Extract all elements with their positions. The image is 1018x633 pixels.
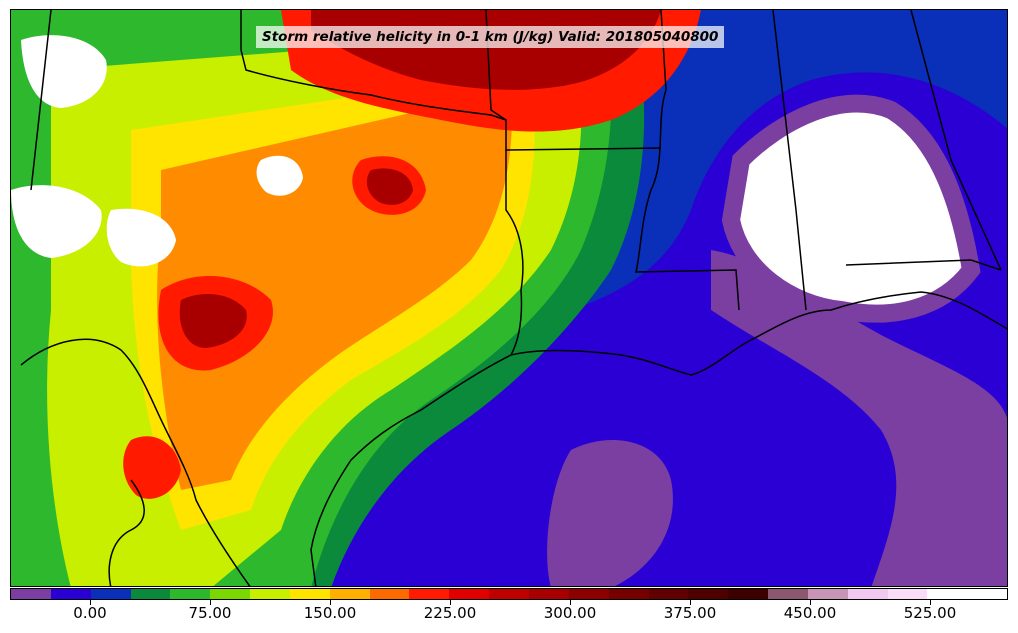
colorbar-ticks [10, 600, 1008, 606]
colorbar-tick [570, 600, 571, 605]
state-border-louisiana-mississippi [635, 10, 740, 311]
colorbar-segment [130, 589, 171, 599]
state-border-alabama-georgia [910, 10, 1002, 271]
colorbar-tick-label: 75.00 [188, 604, 232, 622]
boundary-lines [20, 10, 1007, 586]
colorbar-segment [369, 589, 410, 599]
colorbar-segment [289, 589, 330, 599]
state-border-alabama-florida [845, 259, 1002, 271]
state-border-texas-louisiana [505, 150, 524, 356]
rio-grande-border [20, 338, 251, 586]
colorbar-tick-label: 150.00 [303, 604, 357, 622]
state-border-nm-texas [30, 10, 52, 191]
colorbar-segment [648, 589, 689, 599]
state-border-arkansas [485, 10, 662, 151]
colorbar-segment [170, 589, 211, 599]
colorbar-tick-label: 0.00 [73, 604, 107, 622]
coastline-texas [310, 354, 512, 586]
purple-ring-southeast [721, 94, 981, 323]
state-border-texas-oklahoma [240, 49, 507, 121]
darkred-blob-north-texas [366, 168, 413, 205]
mexico-border-west [108, 479, 145, 586]
blue-field-east [571, 10, 1007, 310]
colorbar-segment [210, 589, 251, 599]
colorbar [10, 588, 1008, 600]
map-title: Storm relative helicity in 0-1 km (J/kg)… [262, 29, 719, 45]
map-title-box: Storm relative helicity in 0-1 km (J/kg)… [256, 26, 725, 48]
colorbar-tick-label: 525.00 [903, 604, 957, 622]
colorbar-segment [329, 589, 370, 599]
colorbar-segment [250, 589, 290, 599]
colorbar-segment [568, 589, 609, 599]
red-blob-southwest [123, 436, 181, 499]
darkred-blob-west [179, 294, 247, 348]
colorbar-tick [930, 600, 931, 605]
colorbar-tick [210, 600, 211, 605]
map-panel: Storm relative helicity in 0-1 km (J/kg)… [10, 9, 1008, 587]
white-patch-west2 [106, 208, 176, 267]
colorbar-segment [688, 589, 729, 599]
colorbar-tick [90, 600, 91, 605]
colorbar-segment [409, 589, 450, 599]
colorbar-tick-label: 450.00 [783, 604, 837, 622]
colorbar-segment [847, 589, 888, 599]
state-border-mississippi-alabama [772, 10, 807, 311]
colorbar-segment [967, 589, 1008, 599]
purple-field [711, 250, 1007, 586]
colorbar-tick-label: 375.00 [663, 604, 717, 622]
colorbar-segment [887, 589, 928, 599]
colorbar-segment [50, 589, 91, 599]
colorbar-segment [608, 589, 649, 599]
colorbar-segment [90, 589, 131, 599]
colorbar-tick [330, 600, 331, 605]
colorbar-segment [768, 589, 808, 599]
colorbar-segment [449, 589, 490, 599]
colorbar-segment [489, 589, 529, 599]
colorbar-segment [807, 589, 848, 599]
white-patch-west [11, 185, 102, 258]
colorbar-tick-label: 225.00 [423, 604, 477, 622]
colorbar-tick [810, 600, 811, 605]
colorbar-segment [728, 589, 769, 599]
helicity-map [11, 10, 1007, 586]
colorbar-tick-label: 300.00 [543, 604, 597, 622]
coastline-gulf [510, 291, 1007, 376]
colorbar-segment [927, 589, 968, 599]
white-patch-southeast [731, 103, 971, 314]
white-patch-north [256, 155, 303, 196]
colorbar-tick [690, 600, 691, 605]
colorbar-segment [11, 589, 51, 599]
colorbar-segment [528, 589, 569, 599]
colorbar-tick [450, 600, 451, 605]
purple-field-sw [547, 440, 673, 586]
